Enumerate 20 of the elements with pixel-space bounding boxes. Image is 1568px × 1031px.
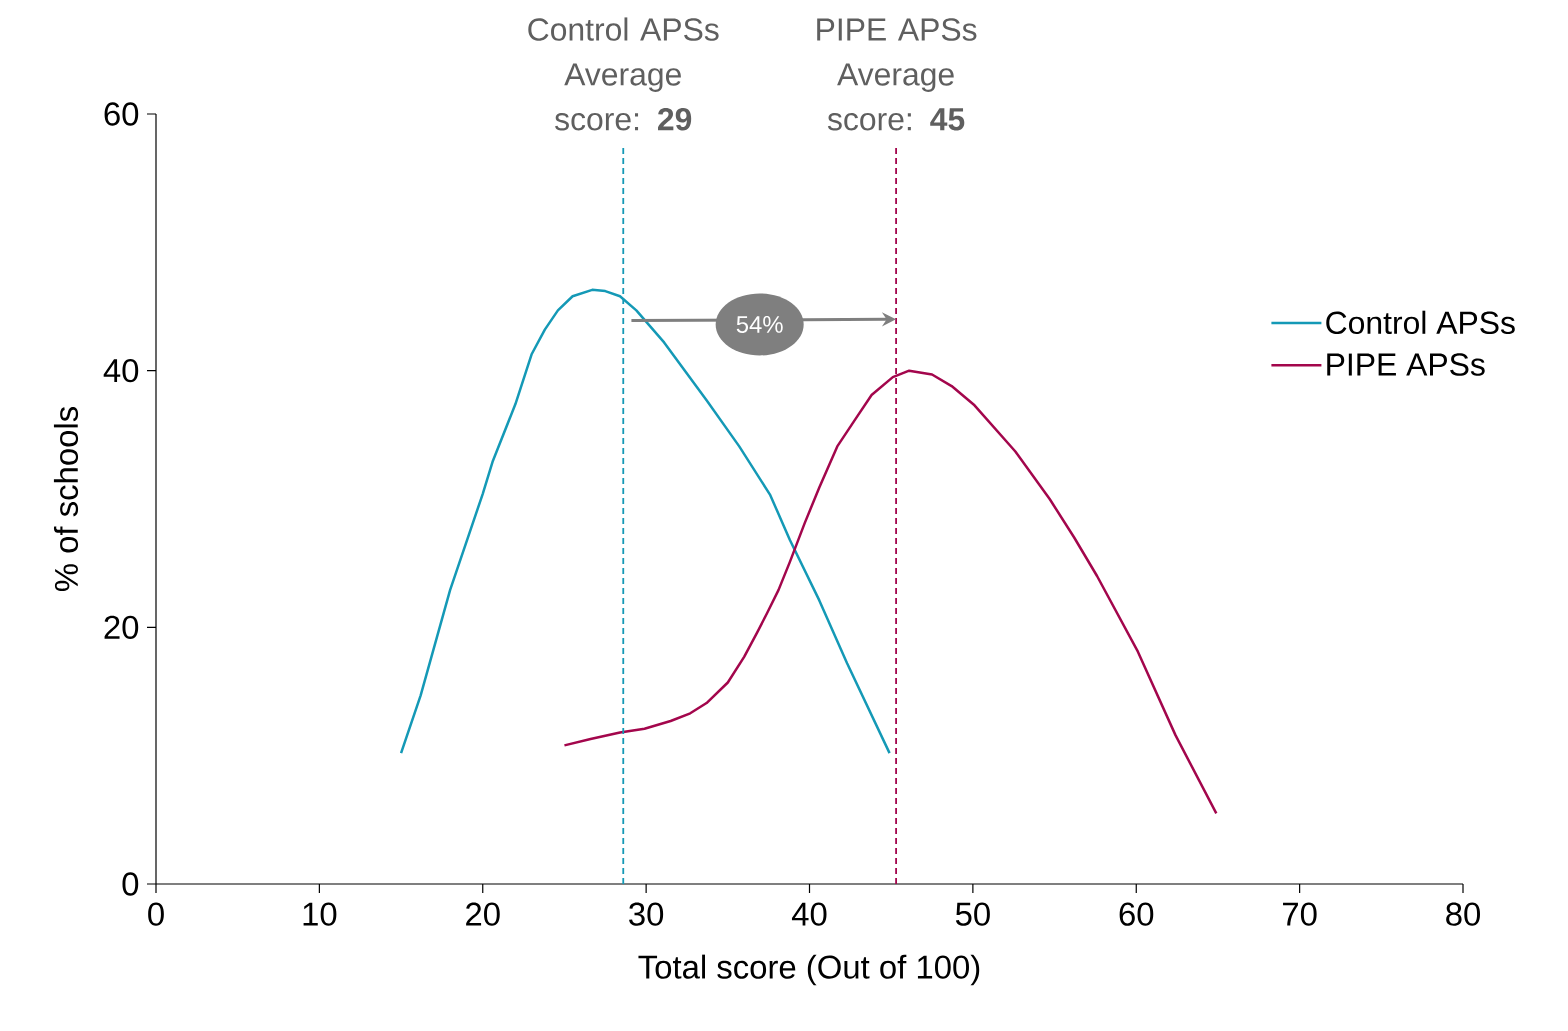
ref-line-label: Control APSs Average score: 29 [528, 17, 719, 131]
legend-label: Control APSs [1326, 310, 1515, 335]
y-tick-label: 60 [104, 102, 139, 126]
x-tick-label: 0 [148, 902, 164, 926]
x-tick-label: 10 [303, 902, 337, 926]
y-tick-label: 40 [103, 359, 139, 383]
x-tick-label: 50 [955, 902, 990, 926]
annotation: 54% [736, 316, 783, 333]
ref-line-label: PIPE APSs Average score: 45 [817, 18, 977, 131]
x-tick-label: 20 [466, 902, 500, 926]
x-tick-label: 30 [629, 902, 664, 926]
x-tick-label: 70 [1283, 902, 1317, 926]
x-tick-label: 80 [1446, 902, 1480, 926]
x-axis-title: Total score (Out of 100) [638, 954, 980, 986]
legend-label: PIPE APSs [1327, 353, 1485, 376]
y-tick-label: 20 [104, 615, 139, 639]
y-axis-title: % of schools [53, 407, 79, 592]
x-tick-label: 60 [1119, 902, 1154, 926]
y-tick-label: 0 [122, 872, 139, 896]
x-tick-label: 40 [791, 902, 827, 926]
